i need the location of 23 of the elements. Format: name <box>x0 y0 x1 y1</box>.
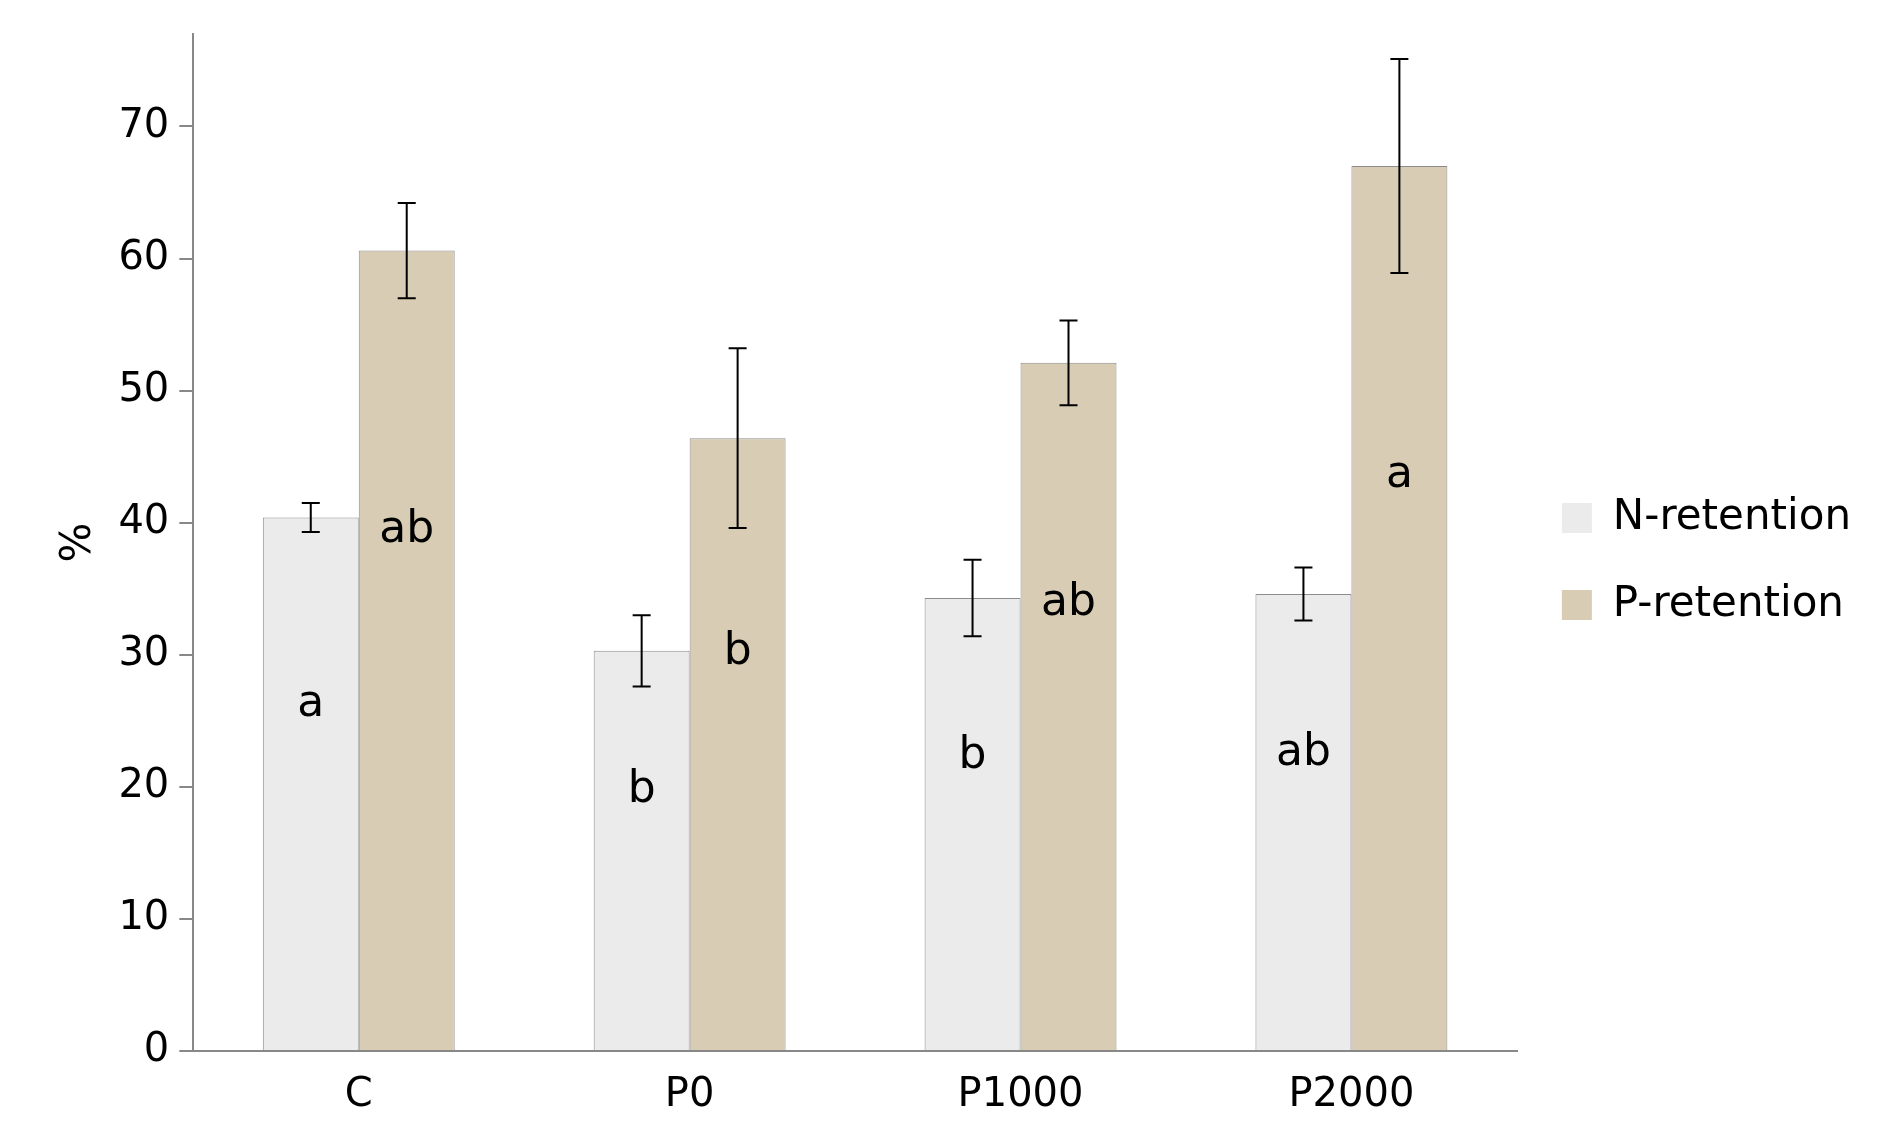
x-tick-label: P0 <box>664 1069 715 1116</box>
annotation: a <box>297 674 325 726</box>
annotation: b <box>627 761 656 813</box>
annotation: a <box>1385 446 1413 498</box>
x-tick-label: P2000 <box>1288 1069 1415 1116</box>
y-axis-title: % <box>51 522 101 563</box>
y-tick-label: 70 <box>118 99 170 146</box>
legend-label: P-retention <box>1612 576 1844 626</box>
annotation: ab <box>1041 574 1096 626</box>
y-tick-label: 40 <box>118 496 170 543</box>
x-tick-label: C <box>344 1069 373 1116</box>
annotation: b <box>723 623 752 675</box>
y-tick-label: 10 <box>118 892 170 939</box>
y-tick-label: 0 <box>143 1024 170 1071</box>
y-tick-label: 60 <box>118 231 170 278</box>
legend-label: N-retention <box>1612 489 1851 539</box>
annotation: ab <box>379 501 435 553</box>
y-tick-label: 20 <box>118 760 170 807</box>
annotation: b <box>958 726 987 778</box>
y-tick-label: 50 <box>118 364 170 410</box>
x-tick-label: P1000 <box>957 1069 1084 1116</box>
annotation: ab <box>1275 724 1331 776</box>
y-tick-label: 30 <box>118 628 170 675</box>
